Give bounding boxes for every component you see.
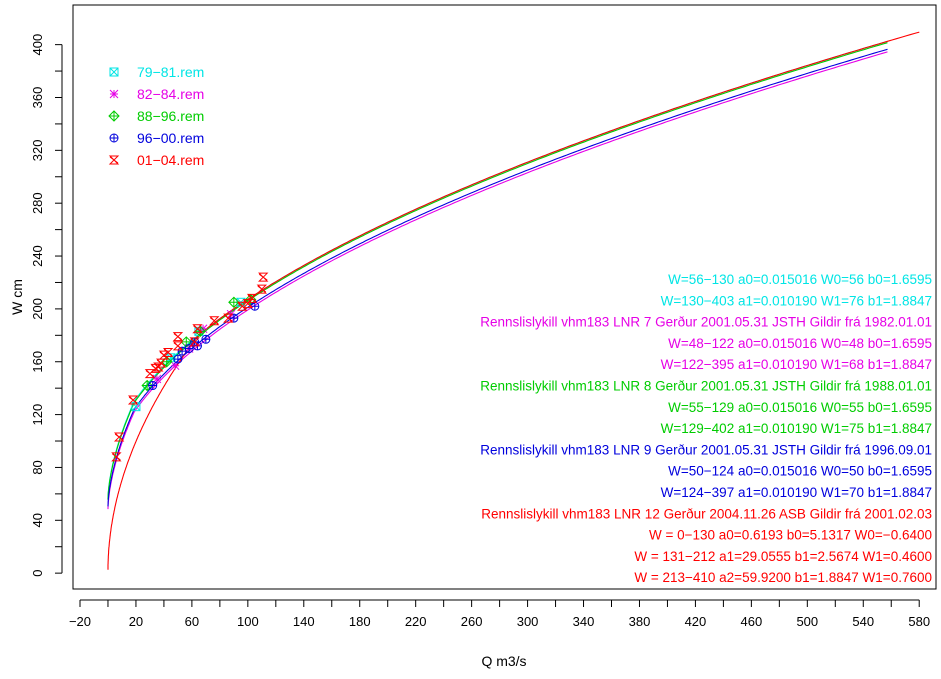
- x-tick-label: −20: [69, 614, 91, 629]
- data-point-01-04.rem: [246, 293, 258, 303]
- rating-curve-3: [107, 48, 888, 507]
- y-tick-label: 240: [30, 245, 45, 267]
- annotation-line: Rennslislykill vhm183 LNR 7 Gerður 2001.…: [480, 315, 932, 330]
- x-tick-label: 460: [741, 614, 763, 629]
- data-point-01-04.rem: [189, 337, 200, 347]
- legend-marker-2: [108, 110, 120, 122]
- x-tick-label: 380: [629, 614, 651, 629]
- rating-curve-2: [107, 42, 888, 500]
- annotation-line: W=130−403 a1=0.010190 W1=76 b1=1.8847: [661, 293, 932, 308]
- legend-marker-0: [109, 67, 119, 77]
- legend-label-4: 01−04.rem: [137, 152, 204, 168]
- data-point-01-04.rem: [223, 313, 234, 323]
- data-point-01-04.rem: [172, 332, 184, 342]
- data-point-96-00.rem: [184, 344, 194, 354]
- y-tick-label: 200: [30, 298, 45, 320]
- x-tick-label: 260: [461, 614, 483, 629]
- data-point-01-04.rem: [162, 347, 174, 357]
- annotation-line: W=124−397 a1=0.010190 W1=70 b1=1.8847: [661, 485, 932, 500]
- annotation-line: W = 213−410 a2=59.9200 b1=1.8847 W1=0.76…: [634, 570, 932, 585]
- annotation-line: W=55−129 a0=0.015016 W0=55 b0=1.6595: [668, 400, 932, 415]
- annotation-line: Rennslislykill vhm183 LNR 8 Gerður 2001.…: [480, 379, 932, 394]
- data-point-88-96.rem: [228, 296, 240, 308]
- data-point-01-04.rem: [150, 363, 161, 373]
- y-tick-label: 40: [30, 513, 45, 527]
- data-point-96-00.rem: [229, 313, 239, 323]
- annotation-line: W=50−124 a0=0.015016 W0=50 b0=1.6595: [668, 464, 932, 479]
- x-tick-label: 580: [908, 614, 930, 629]
- x-tick-label: 20: [129, 614, 143, 629]
- x-tick-label: 540: [852, 614, 874, 629]
- annotation-line: W = 0−130 a0=0.6193 b0=5.1317 W0=−0.6400: [649, 528, 932, 543]
- x-tick-label: 420: [685, 614, 707, 629]
- y-tick-label: 120: [30, 404, 45, 426]
- legend: 79−81.rem 82−84.rem 88−96.rem 96−00.rem 01−0…: [108, 64, 204, 168]
- legend-marker-4: [108, 155, 120, 165]
- legend-marker-1: [109, 89, 119, 99]
- y-tick-label: 80: [30, 460, 45, 474]
- annotation-line: Rennslislykill vhm183 LNR 9 Gerður 2001.…: [480, 442, 932, 457]
- x-axis: −20 20 60 100 140 180 220 260 300 340 380 420 460 500…: [69, 599, 930, 629]
- curve-annotations: W=56−130 a0=0.015016 W0=56 b0=1.6595 W=13…: [480, 272, 932, 585]
- x-tick-label: 60: [185, 614, 199, 629]
- x-tick-label: 220: [405, 614, 427, 629]
- plot-frame: [72, 4, 937, 590]
- data-point-01-04.rem: [242, 299, 254, 309]
- legend-label-0: 79−81.rem: [137, 64, 204, 80]
- x-tick-label: 300: [517, 614, 539, 629]
- y-axis-title: W cm: [9, 279, 25, 315]
- data-point-01-04.rem: [144, 369, 156, 379]
- y-tick-label: 0: [30, 570, 45, 577]
- x-tick-label: 140: [293, 614, 315, 629]
- annotation-line: W=56−130 a0=0.015016 W0=56 b0=1.6595: [668, 272, 932, 287]
- legend-label-2: 88−96.rem: [137, 108, 204, 124]
- data-point-01-04.rem: [127, 395, 139, 405]
- annotation-line: W=122−395 a1=0.010190 W1=68 b1=1.8847: [661, 357, 932, 372]
- data-point-01-04.rem: [256, 284, 268, 294]
- annotation-line: W=48−122 a0=0.015016 W0=48 b0=1.6595: [668, 336, 932, 351]
- y-axis: 0 40 80 120 160 200 240 280 320 360 400: [30, 34, 63, 577]
- x-tick-label: 500: [796, 614, 818, 629]
- x-tick-label: 100: [237, 614, 259, 629]
- measurement-points: [111, 272, 269, 462]
- data-point-96-00.rem: [173, 354, 183, 364]
- y-tick-label: 400: [30, 34, 45, 56]
- annotation-line: Rennslislykill vhm183 LNR 12 Gerður 2004…: [481, 506, 932, 521]
- legend-label-1: 82−84.rem: [137, 86, 204, 102]
- legend-label-3: 96−00.rem: [137, 130, 204, 146]
- annotation-line: W=129−402 a1=0.010190 W1=75 b1=1.8847: [661, 421, 932, 436]
- y-tick-label: 320: [30, 139, 45, 161]
- data-point-01-04.rem: [172, 341, 184, 351]
- data-point-82-84.rem: [152, 374, 162, 384]
- x-axis-title: Q m3/s: [481, 653, 526, 669]
- data-point-01-04.rem: [192, 324, 203, 334]
- y-tick-label: 360: [30, 87, 45, 109]
- data-point-01-04.rem: [113, 432, 125, 442]
- x-tick-label: 180: [349, 614, 371, 629]
- data-point-01-04.rem: [209, 316, 220, 326]
- y-tick-label: 160: [30, 351, 45, 373]
- legend-marker-3: [109, 133, 119, 143]
- data-point-01-04.rem: [111, 452, 122, 462]
- x-tick-label: 340: [573, 614, 595, 629]
- annotation-line: W = 131−212 a1=29.0555 b1=2.5674 W1=0.46…: [634, 549, 932, 564]
- data-point-82-84.rem: [170, 361, 180, 371]
- rating-curve-1: [107, 51, 888, 510]
- y-tick-label: 280: [30, 192, 45, 214]
- data-point-96-00.rem: [201, 334, 211, 344]
- data-point-96-00.rem: [148, 381, 158, 391]
- data-point-01-04.rem: [258, 272, 269, 282]
